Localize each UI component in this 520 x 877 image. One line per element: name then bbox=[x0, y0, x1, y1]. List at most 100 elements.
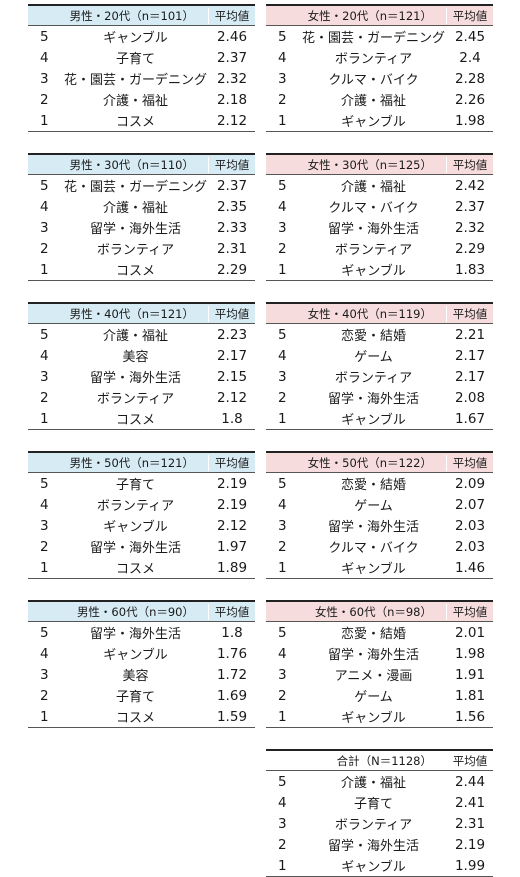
rank-cell: 2 bbox=[40, 91, 49, 108]
rank-cell: 3 bbox=[278, 666, 287, 683]
average-column-label: 平均値 bbox=[208, 7, 255, 24]
value-cell: 2.03 bbox=[454, 517, 486, 534]
average-column-label: 平均値 bbox=[208, 454, 255, 471]
item-cell: コスメ bbox=[115, 115, 155, 130]
item-cell: 留学・海外生活 bbox=[327, 392, 419, 407]
rank-cell: 3 bbox=[278, 815, 287, 832]
group-label: 女性・20代（n＝121） bbox=[307, 8, 432, 23]
item-cell: 介護・福祉 bbox=[340, 94, 406, 109]
rank-cell: 4 bbox=[278, 347, 287, 364]
rank-cell: 3 bbox=[40, 219, 49, 236]
average-column-label: 平均値 bbox=[446, 156, 493, 173]
rank-cell: 1 bbox=[278, 708, 287, 725]
table-row: 2 子育て 1.69 bbox=[28, 685, 255, 706]
rank-cell: 2 bbox=[40, 687, 49, 704]
item-cell: 子育て bbox=[115, 690, 155, 705]
value-cell: 1.98 bbox=[454, 112, 486, 129]
value-cell: 1.69 bbox=[216, 687, 248, 704]
table-row: 4 クルマ・バイク 2.37 bbox=[266, 196, 493, 217]
item-cell: ギャンブル bbox=[103, 31, 168, 46]
item-cell: ギャンブル bbox=[341, 860, 406, 875]
ranking-table-f30: 女性・30代（n＝125） 平均値 5 介護・福祉 2.42 4 クルマ・バイク 2.37 3 留… bbox=[266, 153, 493, 281]
table-header: 女性・60代（n＝98） 平均値 bbox=[266, 600, 493, 622]
value-cell: 2.08 bbox=[454, 389, 486, 406]
item-cell: 介護・福祉 bbox=[102, 94, 168, 109]
average-column-label: 平均値 bbox=[208, 603, 255, 620]
item-cell: ギャンブル bbox=[341, 562, 406, 577]
item-cell: ギャンブル bbox=[341, 264, 406, 279]
rank-cell: 3 bbox=[278, 517, 287, 534]
item-cell: 美容 bbox=[122, 350, 149, 365]
rank-cell: 2 bbox=[278, 389, 287, 406]
table-row: 5 介護・福祉 2.42 bbox=[266, 175, 493, 196]
item-cell: 留学・海外生活 bbox=[89, 541, 181, 556]
table-row: 4 ボランティア 2.4 bbox=[266, 47, 493, 68]
item-cell: ゲーム bbox=[354, 350, 393, 365]
value-cell: 2.35 bbox=[216, 198, 248, 215]
rank-cell: 4 bbox=[278, 645, 287, 662]
table-row: 5 花・園芸・ガーデニング 2.37 bbox=[28, 175, 255, 196]
value-cell: 1.99 bbox=[454, 857, 486, 874]
rank-cell: 2 bbox=[278, 687, 287, 704]
value-cell: 2.12 bbox=[216, 517, 248, 534]
value-cell: 1.59 bbox=[216, 708, 248, 725]
table-row: 2 留学・海外生活 2.19 bbox=[266, 834, 493, 855]
table-row: 3 クルマ・バイク 2.28 bbox=[266, 68, 493, 89]
ranking-table-total: 合計（N＝1128） 平均値 5 介護・福祉 2.44 4 子育て 2.41 3 ボランティア 2.… bbox=[266, 749, 493, 877]
table-row: 2 ボランティア 2.12 bbox=[28, 387, 255, 408]
item-cell: 花・園芸・ガーデニング bbox=[63, 73, 207, 88]
table-header: 女性・30代（n＝125） 平均値 bbox=[266, 153, 493, 175]
value-cell: 2.45 bbox=[454, 28, 486, 45]
table-header: 男性・30代（n＝110） 平均値 bbox=[28, 153, 255, 175]
table-row: 3 美容 1.72 bbox=[28, 664, 255, 685]
table-header: 男性・60代（n＝90） 平均値 bbox=[28, 600, 255, 622]
item-cell: コスメ bbox=[115, 562, 155, 577]
table-row: 3 アニメ・漫画 1.91 bbox=[266, 664, 493, 685]
item-cell: 美容 bbox=[122, 669, 149, 684]
table-row: 4 子育て 2.37 bbox=[28, 47, 255, 68]
group-label: 合計（N＝1128） bbox=[336, 753, 432, 768]
item-cell: ボランティア bbox=[96, 243, 175, 258]
value-cell: 2.28 bbox=[454, 70, 486, 87]
rank-cell: 1 bbox=[278, 857, 287, 874]
item-cell: ギャンブル bbox=[341, 711, 406, 726]
rank-cell: 2 bbox=[278, 836, 287, 853]
rank-cell: 5 bbox=[40, 177, 49, 194]
item-cell: 恋愛・結婚 bbox=[340, 478, 406, 493]
value-cell: 2.4 bbox=[459, 49, 481, 66]
value-cell: 2.46 bbox=[216, 28, 248, 45]
item-cell: アニメ・漫画 bbox=[334, 669, 413, 684]
table-row: 3 留学・海外生活 2.03 bbox=[266, 515, 493, 536]
group-label: 男性・40代（n＝121） bbox=[69, 306, 194, 321]
table-header: 男性・20代（n＝101） 平均値 bbox=[28, 4, 255, 26]
value-cell: 2.12 bbox=[216, 112, 248, 129]
rank-cell: 4 bbox=[40, 198, 49, 215]
table-row: 5 花・園芸・ガーデニング 2.45 bbox=[266, 26, 493, 47]
table-row: 2 ボランティア 2.31 bbox=[28, 238, 255, 259]
table-row: 4 ゲーム 2.07 bbox=[266, 494, 493, 515]
rank-cell: 1 bbox=[40, 708, 49, 725]
value-cell: 2.32 bbox=[454, 219, 486, 236]
table-row: 2 ボランティア 2.29 bbox=[266, 238, 493, 259]
rank-cell: 4 bbox=[40, 496, 49, 513]
table-row: 1 ギャンブル 1.67 bbox=[266, 408, 493, 429]
item-cell: ゲーム bbox=[354, 690, 393, 705]
table-row: 1 コスメ 2.29 bbox=[28, 259, 255, 280]
value-cell: 2.37 bbox=[454, 198, 486, 215]
value-cell: 2.37 bbox=[216, 49, 248, 66]
table-row: 3 ボランティア 2.17 bbox=[266, 366, 493, 387]
item-cell: ボランティア bbox=[334, 371, 413, 386]
item-cell: 介護・福祉 bbox=[340, 776, 406, 791]
rank-cell: 4 bbox=[278, 794, 287, 811]
item-cell: 介護・福祉 bbox=[340, 180, 406, 195]
rank-cell: 1 bbox=[278, 410, 287, 427]
rank-cell: 3 bbox=[278, 70, 287, 87]
rank-cell: 1 bbox=[278, 112, 287, 129]
table-row: 4 子育て 2.41 bbox=[266, 792, 493, 813]
table-header: 合計（N＝1128） 平均値 bbox=[266, 749, 493, 771]
group-label: 男性・30代（n＝110） bbox=[69, 157, 194, 172]
value-cell: 1.76 bbox=[216, 645, 248, 662]
item-cell: ギャンブル bbox=[103, 520, 168, 535]
rank-cell: 2 bbox=[40, 538, 49, 555]
average-column-label: 平均値 bbox=[446, 7, 493, 24]
